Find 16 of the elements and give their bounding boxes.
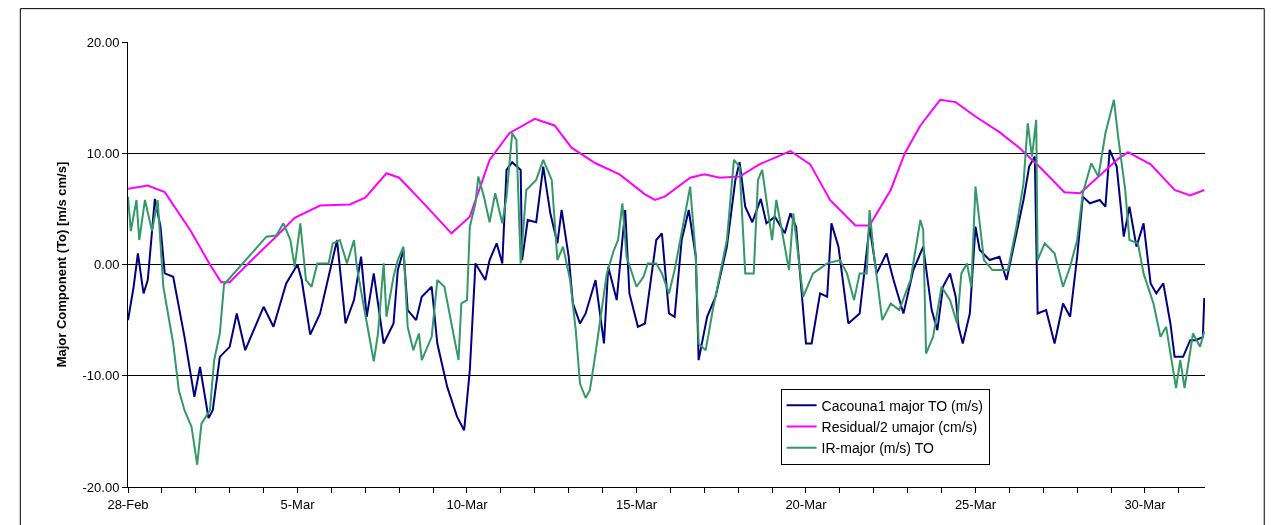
y-tick-label: 10.00 [86,145,120,161]
x-tick-label: 30-Mar [1124,496,1167,512]
legend-label: IR-major (m/s) TO [821,440,934,457]
y-tick-label: -20.00 [82,479,120,495]
x-tick-label: 25-Mar [954,496,997,512]
y-axis-title: Major Component (To) [m/s cm/s] [54,161,70,368]
y-tick-label: -10.00 [82,368,120,384]
y-tick-label: 0.00 [94,257,120,273]
y-tick-label: 20.00 [86,34,120,50]
x-tick-label: 28-Feb [107,496,149,512]
legend-label: Cacouna1 major TO (m/s) [821,397,983,414]
x-tick-label: 20-Mar [785,496,828,512]
legend-label: Residual/2 umajor (cm/s) [821,419,978,436]
x-tick-label: 15-Mar [615,496,658,512]
x-tick-label: 10-Mar [446,496,489,512]
x-tick-label: 5-Mar [280,496,316,512]
